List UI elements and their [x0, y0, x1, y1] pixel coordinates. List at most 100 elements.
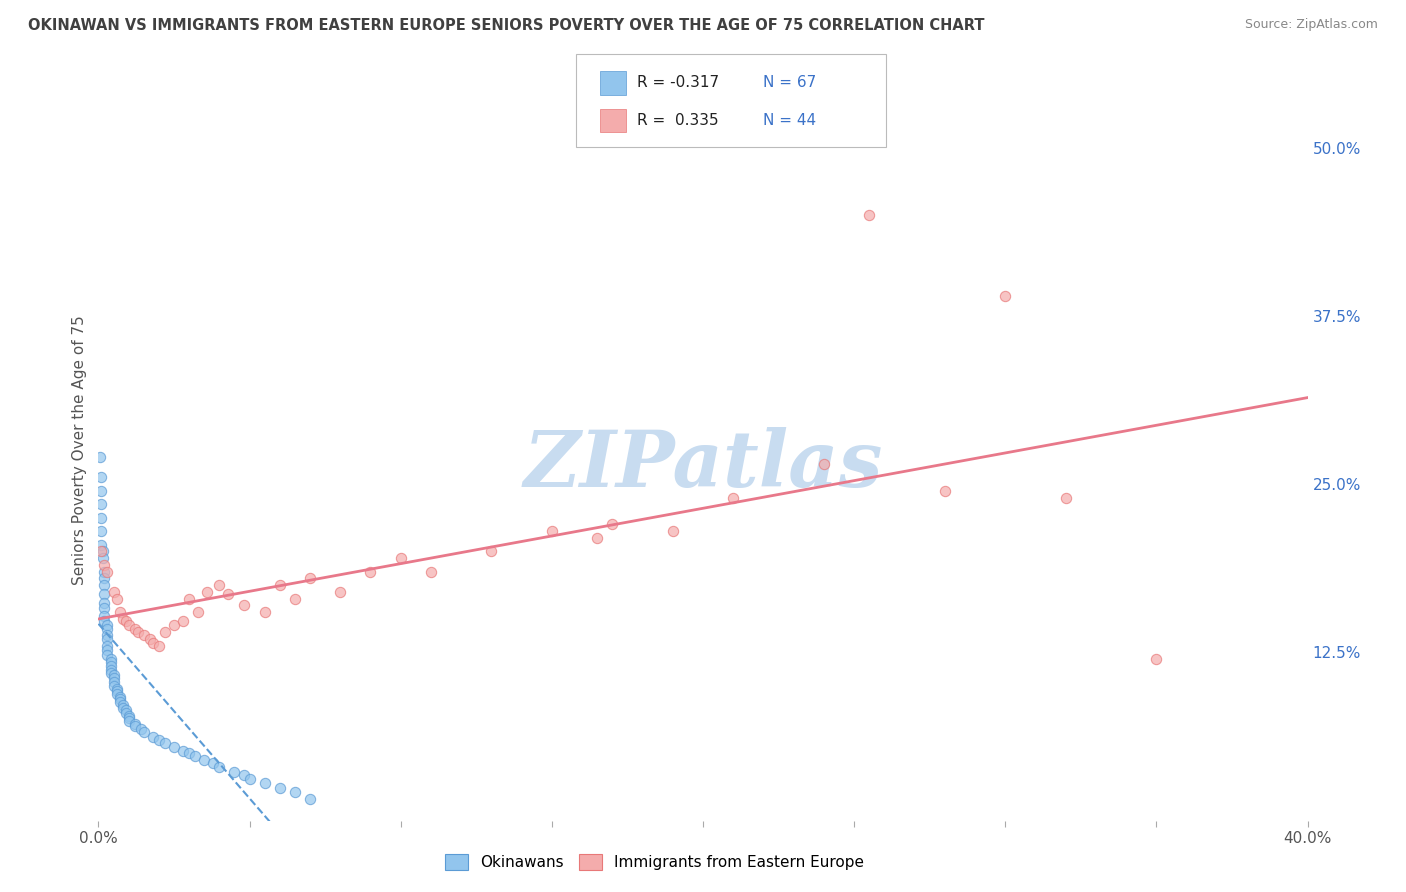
Point — [586, 531, 609, 545]
Point — [232, 768, 254, 782]
Text: N = 67: N = 67 — [763, 76, 817, 90]
Point — [184, 749, 207, 764]
Point — [153, 625, 176, 640]
Point — [124, 716, 146, 731]
Point — [118, 714, 141, 728]
Text: R = -0.317: R = -0.317 — [637, 76, 718, 90]
Point — [108, 690, 131, 704]
Point — [153, 735, 176, 749]
Point — [90, 544, 112, 558]
Point — [299, 792, 322, 806]
Point — [93, 587, 115, 601]
Y-axis label: Seniors Poverty Over the Age of 75: Seniors Poverty Over the Age of 75 — [72, 316, 87, 585]
Point — [105, 687, 128, 701]
Point — [195, 584, 218, 599]
Point — [129, 722, 152, 736]
Point — [284, 785, 307, 799]
Point — [858, 208, 880, 222]
Point — [96, 642, 118, 657]
Point — [100, 658, 122, 673]
Point — [148, 639, 170, 653]
Point — [661, 524, 683, 539]
Point — [118, 711, 141, 725]
Point — [90, 483, 112, 498]
Point — [96, 565, 118, 579]
Point — [163, 618, 186, 632]
Point — [253, 605, 276, 619]
Point — [994, 288, 1017, 302]
Legend: Okinawans, Immigrants from Eastern Europe: Okinawans, Immigrants from Eastern Europ… — [439, 848, 870, 876]
Text: ZIPatlas: ZIPatlas — [523, 427, 883, 503]
Point — [108, 692, 131, 706]
Point — [202, 756, 225, 770]
Point — [269, 578, 291, 592]
Point — [299, 571, 322, 585]
Point — [90, 524, 112, 539]
Point — [105, 684, 128, 698]
Point — [96, 648, 118, 662]
Point — [148, 732, 170, 747]
Point — [93, 558, 115, 572]
Point — [108, 695, 131, 709]
Point — [723, 491, 745, 505]
Point — [389, 551, 412, 566]
Point — [124, 623, 146, 637]
Text: R =  0.335: R = 0.335 — [637, 113, 718, 128]
Point — [934, 483, 956, 498]
Point — [232, 599, 254, 613]
Point — [1054, 491, 1077, 505]
Point — [89, 450, 111, 465]
Point — [284, 591, 307, 606]
Point — [193, 753, 215, 767]
Point — [96, 639, 118, 653]
Point — [96, 618, 118, 632]
Point — [239, 772, 262, 786]
Point — [114, 615, 136, 629]
Point — [100, 655, 122, 669]
Point — [108, 605, 131, 619]
Point — [179, 591, 201, 606]
Point — [163, 739, 186, 754]
Text: Source: ZipAtlas.com: Source: ZipAtlas.com — [1244, 18, 1378, 31]
Point — [224, 765, 246, 780]
Point — [111, 612, 134, 626]
Point — [127, 625, 149, 640]
Point — [105, 591, 128, 606]
Point — [540, 524, 562, 539]
Point — [114, 706, 136, 720]
Point — [420, 565, 443, 579]
Point — [100, 665, 122, 680]
Point — [96, 632, 118, 646]
Point — [103, 675, 125, 690]
Point — [105, 681, 128, 696]
Point — [103, 671, 125, 685]
Point — [172, 615, 194, 629]
Point — [93, 565, 115, 579]
Point — [179, 747, 201, 761]
Text: N = 44: N = 44 — [763, 113, 817, 128]
Point — [93, 571, 115, 585]
Point — [90, 538, 112, 552]
Point — [360, 565, 382, 579]
Point — [602, 517, 624, 532]
Point — [100, 652, 122, 666]
Point — [132, 724, 155, 739]
Point — [139, 632, 162, 646]
Point — [90, 497, 112, 511]
Point — [91, 544, 114, 558]
Point — [111, 700, 134, 714]
Point — [1144, 652, 1167, 666]
Point — [91, 551, 114, 566]
Point — [93, 615, 115, 629]
Point — [93, 596, 115, 610]
Point — [813, 457, 835, 471]
Point — [481, 544, 503, 558]
Point — [103, 679, 125, 693]
Point — [93, 601, 115, 615]
Point — [208, 760, 231, 774]
Point — [90, 470, 112, 484]
Point — [132, 628, 155, 642]
Point — [329, 584, 352, 599]
Point — [93, 609, 115, 624]
Point — [90, 510, 112, 524]
